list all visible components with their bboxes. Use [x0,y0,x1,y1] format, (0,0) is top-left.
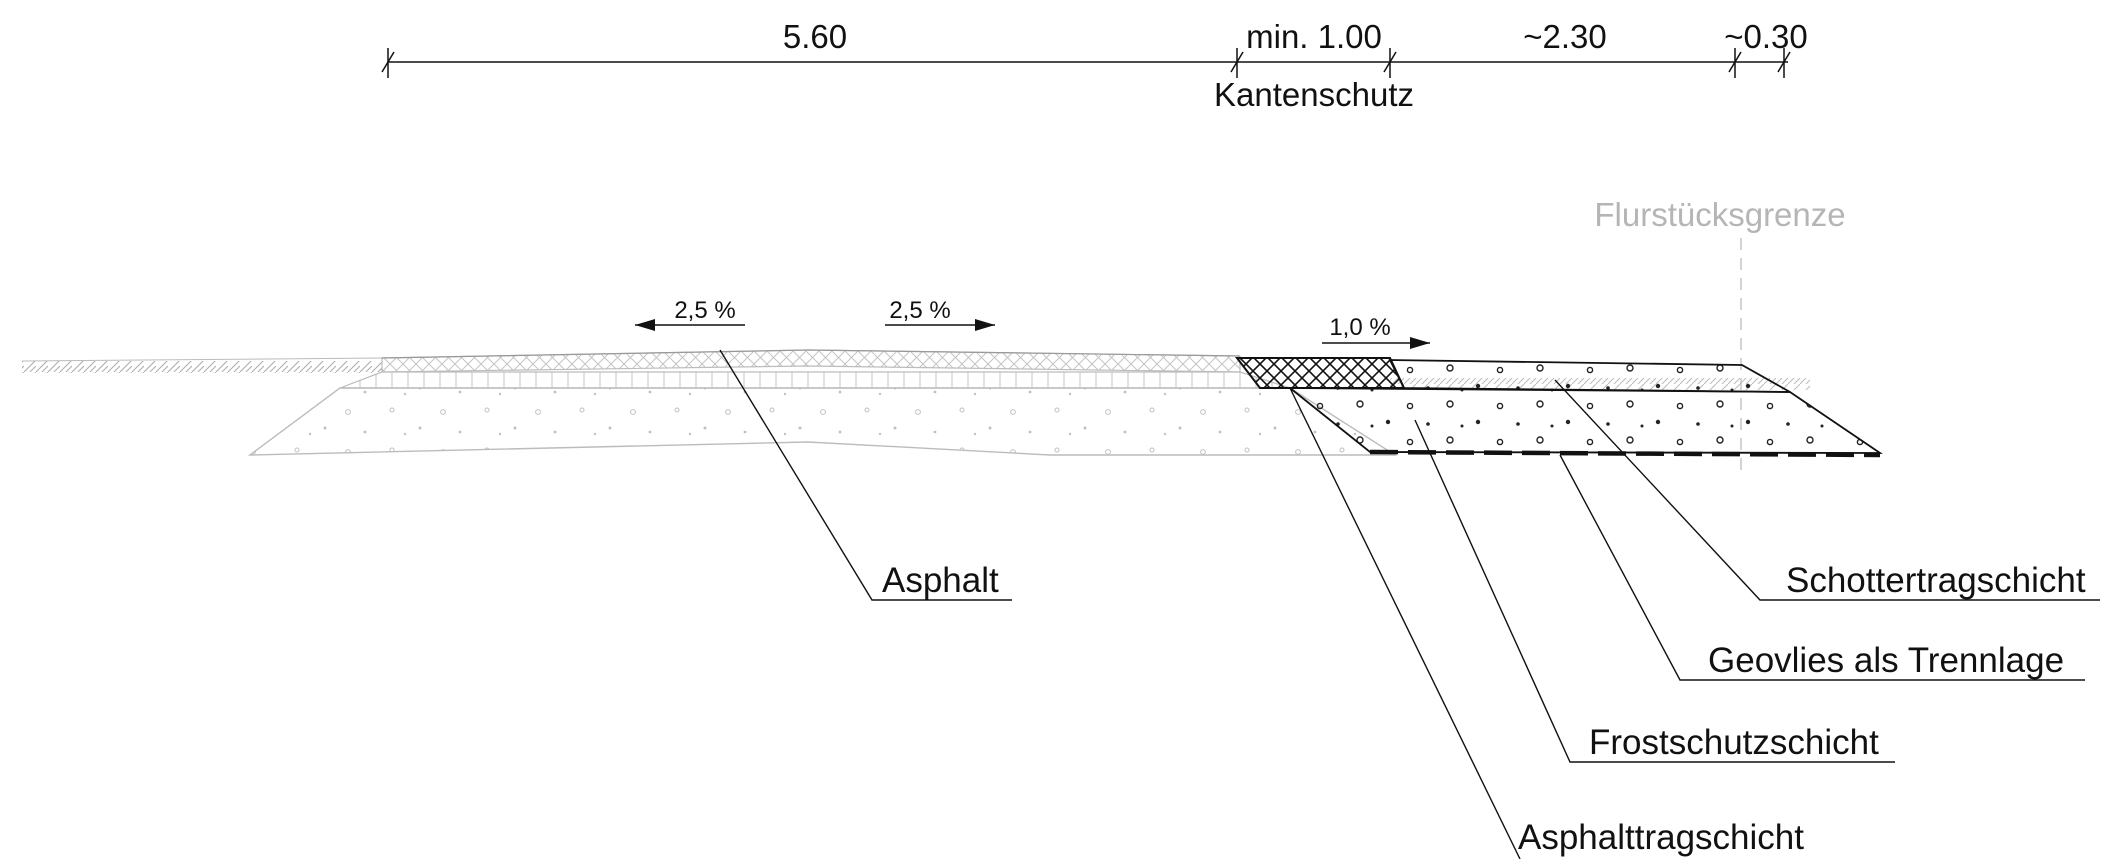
property-boundary: Flurstücksgrenze [1594,196,1846,472]
slope-label-shoulder: 1,0 % [1329,314,1390,341]
gravel-shoulder [1287,359,1883,458]
dimension-label-5-60: 5.60 [783,18,847,55]
leader-lines [719,349,2100,860]
label-geovlies: Geovlies als Trennlage [1708,641,2064,680]
slope-indicators: 2,5 % 2,5 % 1,0 % [635,297,1430,349]
slope-arrow-shoulder: 1,0 % [1322,314,1430,349]
label-schottertragschicht: Schottertragschicht [1786,561,2086,600]
slope-label-right: 2,5 % [889,297,950,324]
leader-geovlies [1559,454,2085,681]
boundary-label: Flurstücksgrenze [1594,196,1845,233]
label-asphalt: Asphalt [882,561,999,600]
label-asphalttragschicht: Asphalttragschicht [1518,818,1804,857]
dimension-line: 5.60 min. 1.00 ~2.30 ~0.30 Kantenschutz [381,18,1808,113]
slope-arrow-right: 2,5 % [885,297,995,331]
dimension-label-0-30: ~0.30 [1724,18,1808,55]
geotextile-line [1369,449,1881,458]
leader-asphalttragschicht [1289,387,1521,860]
layer-labels: Asphalt Schottertragschicht Geovlies als… [882,561,2086,857]
slope-label-left: 2,5 % [674,297,735,324]
road-body [247,349,1398,456]
dimension-note-kantenschutz: Kantenschutz [1214,76,1414,113]
leader-frostschutzschicht [1414,419,1895,763]
slope-arrow-left: 2,5 % [635,297,745,331]
leader-schottertragschicht [1554,379,2100,601]
label-frostschutzschicht: Frostschutzschicht [1589,723,1879,762]
edge-protection-layer [1234,357,1406,389]
dimension-label-min-1-00: min. 1.00 [1246,18,1382,55]
leader-asphalt [719,349,1012,601]
dimension-label-2-30: ~2.30 [1523,18,1607,55]
